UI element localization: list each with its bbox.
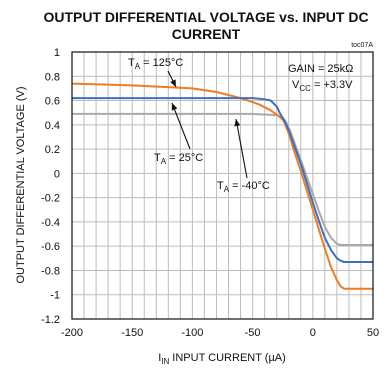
x-axis-label-sub: IN <box>161 357 169 366</box>
chart-title-line-2: CURRENT <box>172 26 241 42</box>
y-tick-label: -0.2 <box>41 193 60 205</box>
ta-m40-label: TA = -40°C <box>217 180 270 194</box>
annotation-arrow-line <box>235 118 248 179</box>
y-tick-label: -0.8 <box>41 265 60 277</box>
grid <box>72 52 373 319</box>
y-tick-label: -1 <box>50 290 60 302</box>
y-tick-label: 0 <box>54 168 60 180</box>
ta-25-rest: = 25°C <box>166 152 203 164</box>
y-tick-label: 0.6 <box>45 96 60 108</box>
annotation-arrow-head <box>171 103 178 111</box>
x-tick-label: -100 <box>181 327 203 339</box>
annotation-arrow-head <box>170 79 176 87</box>
ta-m40-sub: A <box>224 185 230 194</box>
vcc-note: VCC = +3.3V <box>292 79 353 93</box>
vcc-main: V <box>292 79 300 91</box>
vcc-rest: = +3.3V <box>311 79 353 91</box>
x-tick-label: -150 <box>121 327 143 339</box>
series-line <box>72 97 373 263</box>
ta-25-main: T <box>154 152 161 164</box>
ta-m40-main: T <box>217 180 224 192</box>
x-tick-label: -50 <box>245 327 261 339</box>
series-line <box>71 82 373 290</box>
y-tick-label: 0.8 <box>45 71 60 83</box>
x-tick-label: -200 <box>61 327 83 339</box>
vcc-sub: CC <box>299 84 311 93</box>
x-axis-label-i: I <box>158 352 161 364</box>
y-tick-label: 0.2 <box>45 144 60 156</box>
x-axis-label-rest: INPUT CURRENT (µA) <box>169 352 286 364</box>
ta-m40-rest: = -40°C <box>229 180 270 192</box>
y-tick-label: 0.4 <box>45 120 60 132</box>
x-axis-label: IIN INPUT CURRENT (µA) <box>158 352 286 366</box>
annotation-arrow-line <box>171 102 191 150</box>
x-tick-label: 50 <box>367 327 379 339</box>
annotation-arrow-head <box>234 119 241 127</box>
x-ticks: -200 -150 -100 -50 0 50 <box>61 327 379 339</box>
chart-title-line-1: OUTPUT DIFFERENTIAL VOLTAGE vs. INPUT DC <box>43 9 368 25</box>
ta-125-main: T <box>128 57 135 69</box>
ta-25-label: TA = 25°C <box>154 152 203 166</box>
ta-125-rest: = 125°C <box>140 57 183 69</box>
y-tick-label: -0.6 <box>41 241 60 253</box>
figure-code: toc07A <box>351 42 373 49</box>
series-lines <box>71 82 373 290</box>
ta-25-sub: A <box>161 157 167 166</box>
y-tick-label: -0.4 <box>41 217 60 229</box>
gain-note: GAIN = 25kΩ <box>288 63 353 75</box>
omega-symbol: Ω <box>345 63 353 75</box>
y-tick-label: 1 <box>54 47 60 59</box>
annotation-arrows <box>167 70 248 179</box>
y-tick-label: -1.2 <box>41 314 60 326</box>
plot-frame <box>71 51 374 320</box>
x-tick-label: 0 <box>310 327 316 339</box>
gain-note-text: GAIN = 25k <box>288 63 346 75</box>
y-axis-label: OUTPUT DIFFERENTIAL VOLTAGE (V) <box>15 86 27 283</box>
y-ticks: 1 0.8 0.6 0.4 0.2 0 -0.2 -0.4 -0.6 -0.8 -1 -1.2 <box>41 47 60 326</box>
ta-125-label: TA = 125°C <box>128 57 183 71</box>
ta-125-sub: A <box>135 62 141 71</box>
